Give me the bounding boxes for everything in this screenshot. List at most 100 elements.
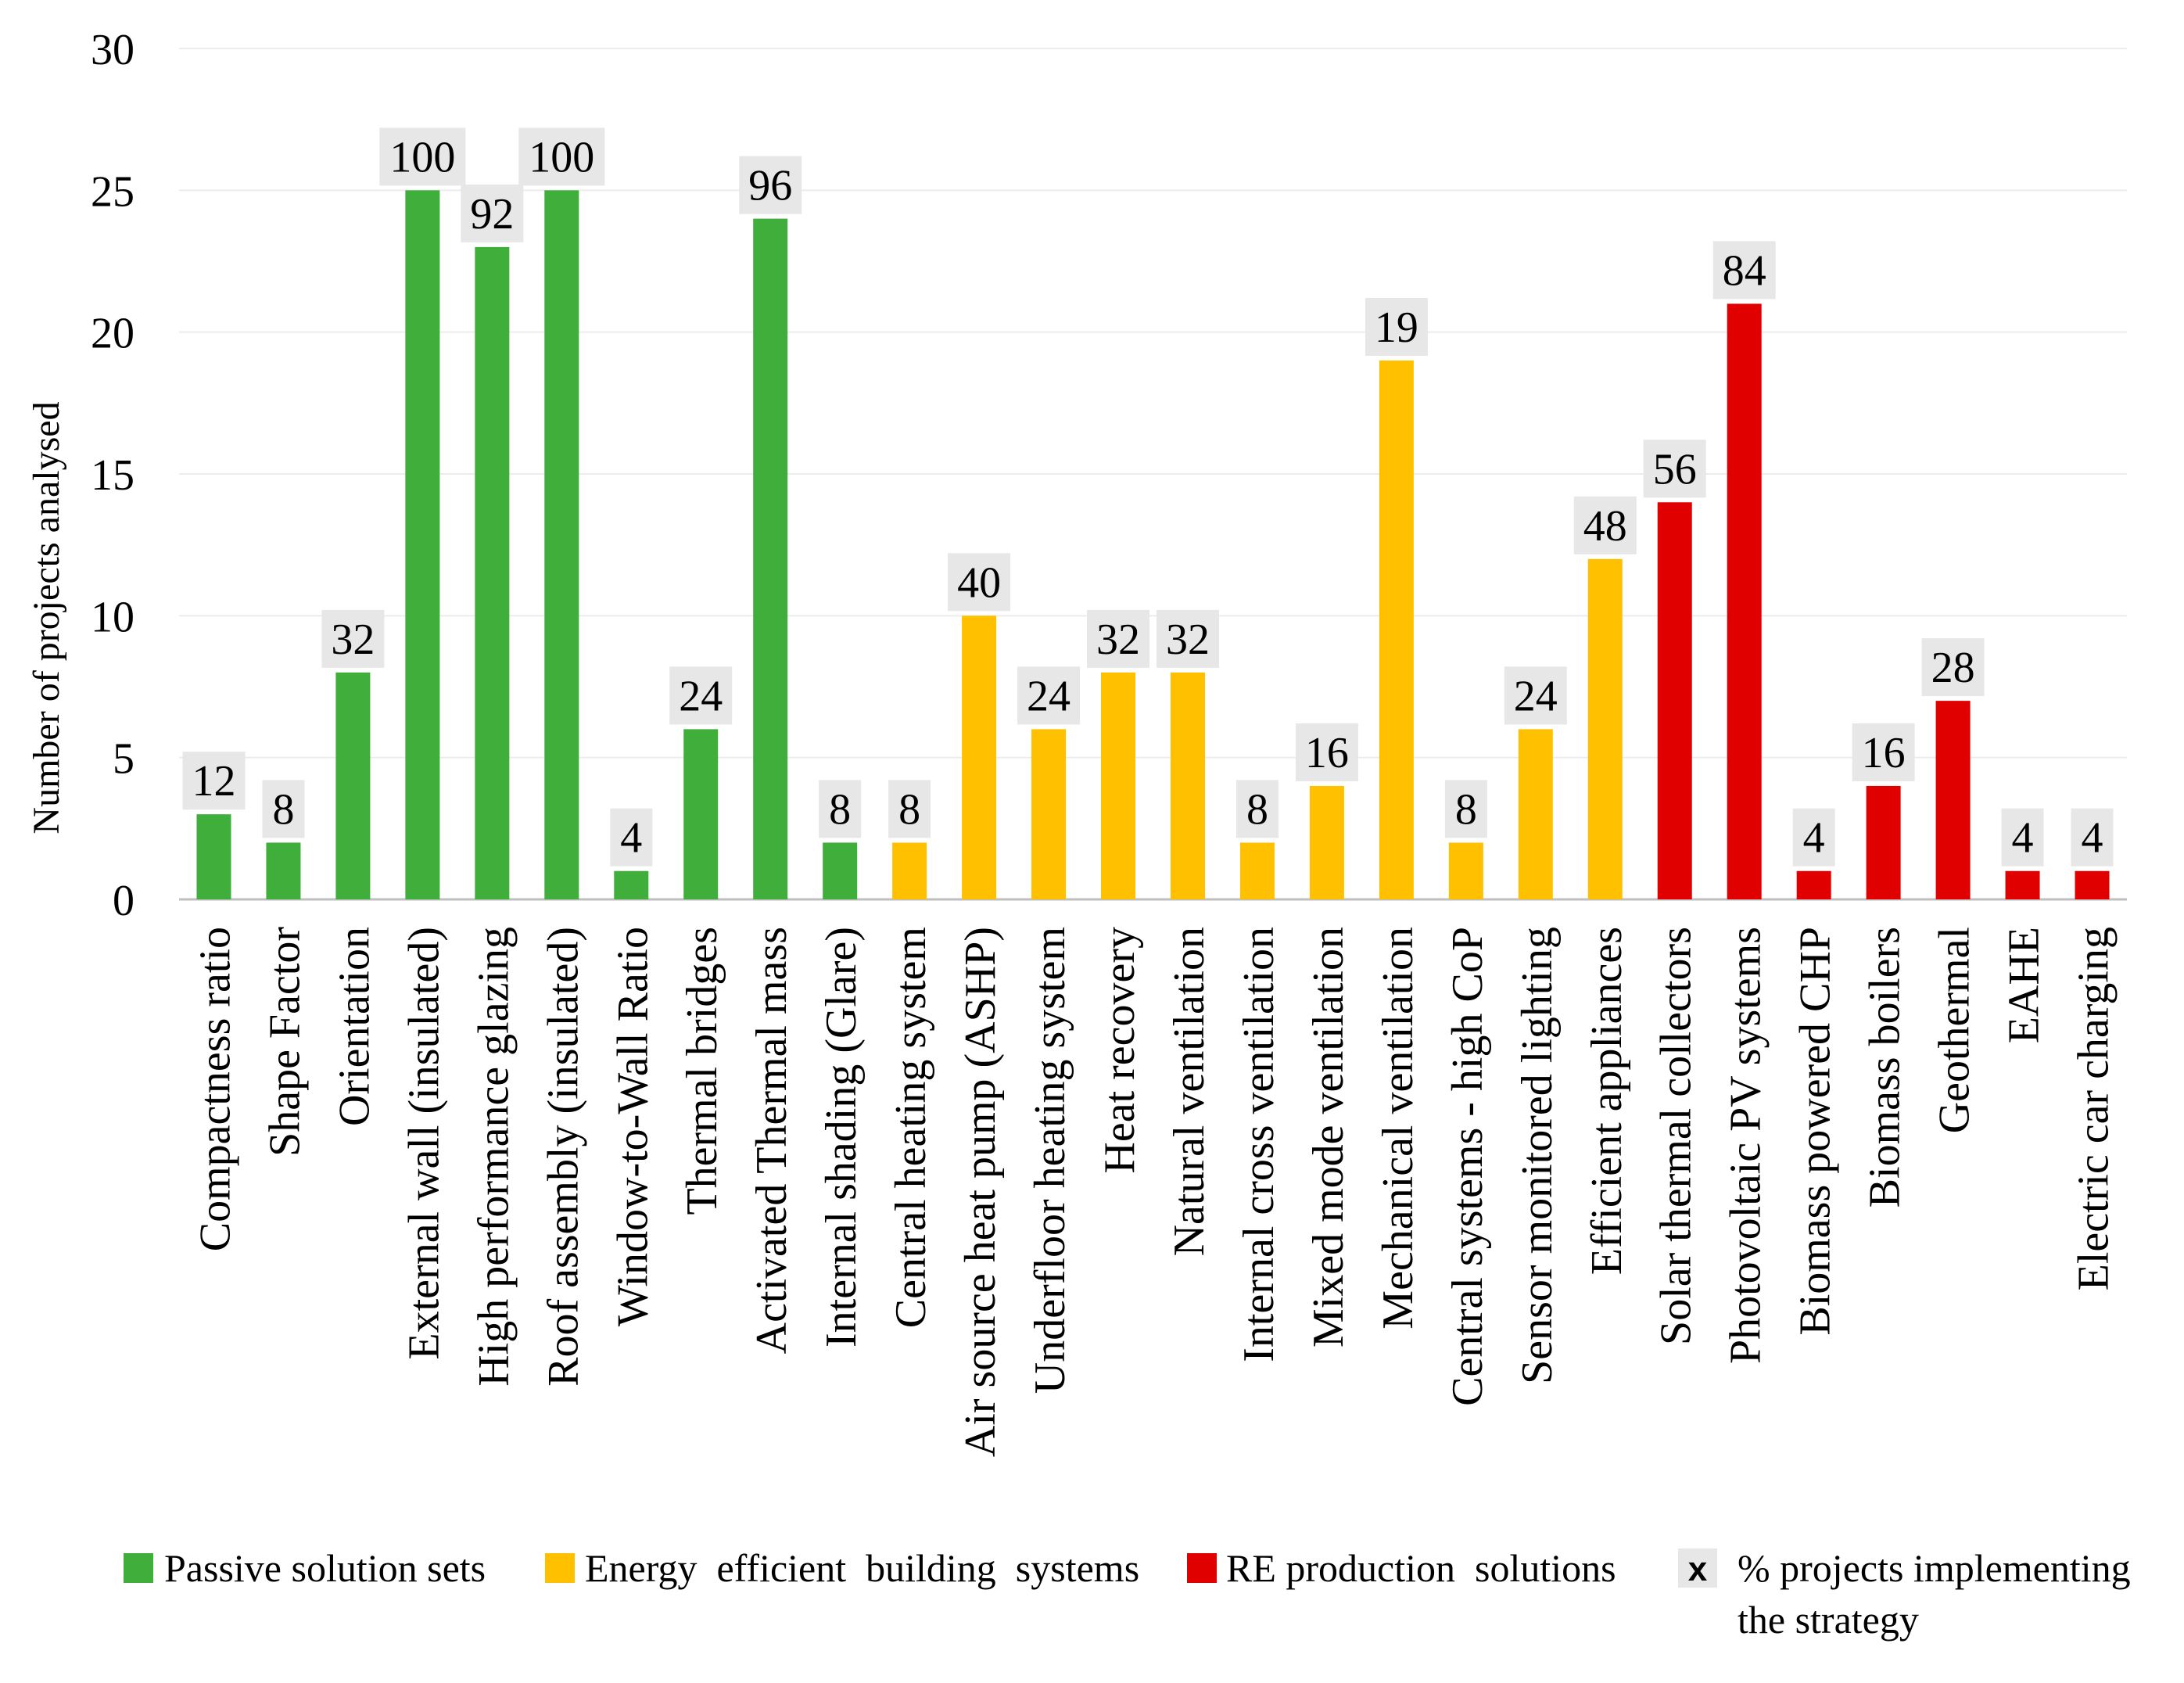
x-tick-label: Geothermal (1931, 927, 1979, 1133)
bar-22 (1657, 502, 1692, 899)
data-label-bg (1573, 496, 1637, 554)
legend-label-re: RE production solutions (1226, 1546, 1616, 1590)
x-tick-label: EAHE (2000, 927, 2049, 1043)
data-label-bg (1365, 297, 1428, 356)
data-label-bg (1921, 638, 1985, 697)
bar-1 (196, 814, 231, 899)
data-label-bg (1017, 666, 1081, 725)
legend-swatch-re (1187, 1553, 1217, 1583)
x-tick-label: Activated Thermal mass (748, 927, 796, 1354)
x-tick-label: Natural ventilation (1165, 927, 1214, 1256)
category-labels: Compactness ratio Shape Factor Orientation… (191, 927, 2118, 1457)
bar-6 (544, 190, 579, 900)
data-label-bg (1643, 440, 1706, 498)
x-tick-label: External wall (insulated) (400, 927, 448, 1360)
data-label-bg (1504, 666, 1567, 725)
legend-label-efficient: Energy efficient building systems (585, 1546, 1139, 1590)
x-tick-label: Central heating system (887, 927, 935, 1328)
x-tick-label: High performance glazing (469, 927, 518, 1387)
data-label: 8 (829, 785, 851, 834)
data-label: 32 (331, 615, 375, 664)
x-tick-label: Underfloor heating system (1026, 927, 1074, 1394)
data-label: 8 (1246, 785, 1268, 834)
bar-20 (1518, 729, 1553, 899)
bar-18 (1379, 360, 1414, 899)
data-label: 24 (679, 672, 723, 720)
x-tick-label: Shape Factor (260, 927, 309, 1157)
y-axis-ticks: 0 5 10 15 20 25 30 (91, 26, 134, 925)
data-label: 4 (1803, 814, 1825, 863)
data-label-bg (1087, 609, 1150, 668)
data-label-bg (2001, 808, 2044, 867)
x-tick-label: Window-to-Wall Ratio (608, 927, 657, 1326)
bar-5 (475, 246, 510, 899)
data-label: 32 (1166, 615, 1210, 664)
data-label-bg (1156, 609, 1219, 668)
y-tick-label: 25 (91, 167, 134, 216)
data-label-bg (518, 127, 605, 186)
data-label: 32 (1096, 615, 1140, 664)
bar-28 (2075, 870, 2110, 899)
data-label: 40 (957, 558, 1001, 607)
data-label: 4 (2082, 814, 2103, 863)
bar-23 (1727, 303, 1762, 899)
data-label: 16 (1862, 729, 1906, 777)
data-label: 12 (192, 757, 235, 806)
data-label: 4 (2012, 814, 2034, 863)
y-tick-label: 10 (91, 593, 134, 641)
bar-17 (1309, 785, 1344, 899)
x-tick-label: Air source heat pump (ASHP) (956, 927, 1005, 1457)
bar-19 (1448, 842, 1483, 899)
legend-marker-box (1678, 1548, 1717, 1588)
bar-3 (335, 672, 371, 899)
data-label-bg (739, 156, 802, 214)
bar-25 (1866, 785, 1901, 899)
x-tick-label: Heat recovery (1096, 927, 1144, 1174)
data-label: 100 (389, 133, 455, 181)
bar-13 (1031, 729, 1067, 899)
data-label: 8 (1455, 785, 1477, 834)
data-label: 16 (1305, 729, 1349, 777)
data-label-bg (1792, 808, 1835, 867)
legend-swatch-efficient (545, 1553, 575, 1583)
bar-9 (753, 218, 788, 900)
data-label-bg (1712, 241, 1776, 300)
data-label: 100 (529, 133, 594, 181)
bar-27 (2005, 870, 2040, 899)
data-label-bg (321, 609, 385, 668)
x-tick-label: Mechanical ventilation (1374, 927, 1422, 1330)
y-tick-label: 20 (91, 310, 134, 358)
data-label-bg (1852, 723, 1915, 781)
x-tick-label: Internal cross ventilation (1235, 927, 1283, 1362)
bar-24 (1796, 870, 1831, 899)
x-tick-label: Sensor monitored lighting (1513, 927, 1562, 1384)
x-tick-label: Biomass powered CHP (1791, 927, 1840, 1336)
y-tick-label: 0 (113, 877, 134, 925)
legend-label-percent-line2: the strategy (1738, 1598, 1919, 1642)
data-label: 24 (1027, 672, 1070, 720)
data-label: 56 (1653, 445, 1697, 493)
bar-12 (962, 615, 997, 899)
data-label: 8 (272, 785, 294, 834)
bar-4 (405, 190, 440, 900)
data-label-bg (461, 184, 524, 242)
data-label-bg (379, 127, 466, 186)
bar-16 (1239, 842, 1275, 899)
x-tick-label: Roof assembly (insulated) (539, 927, 587, 1387)
bars (196, 190, 2110, 900)
data-label: 28 (1931, 644, 1975, 692)
y-tick-label: 15 (91, 451, 134, 500)
x-tick-label: Orientation (330, 927, 378, 1126)
data-label-bg (1295, 723, 1358, 781)
bar-10 (823, 842, 858, 899)
x-tick-label: Central systems - high CoP (1443, 927, 1492, 1406)
x-tick-label: Compactness ratio (191, 927, 239, 1251)
bar-14 (1101, 672, 1136, 899)
x-tick-label: Internal shading (Glare) (817, 927, 866, 1347)
data-label: 4 (620, 814, 642, 863)
data-label-bg (948, 553, 1011, 612)
gridlines (179, 48, 2127, 759)
bar-2 (266, 842, 301, 899)
x-tick-label: Biomass boilers (1861, 927, 1910, 1208)
